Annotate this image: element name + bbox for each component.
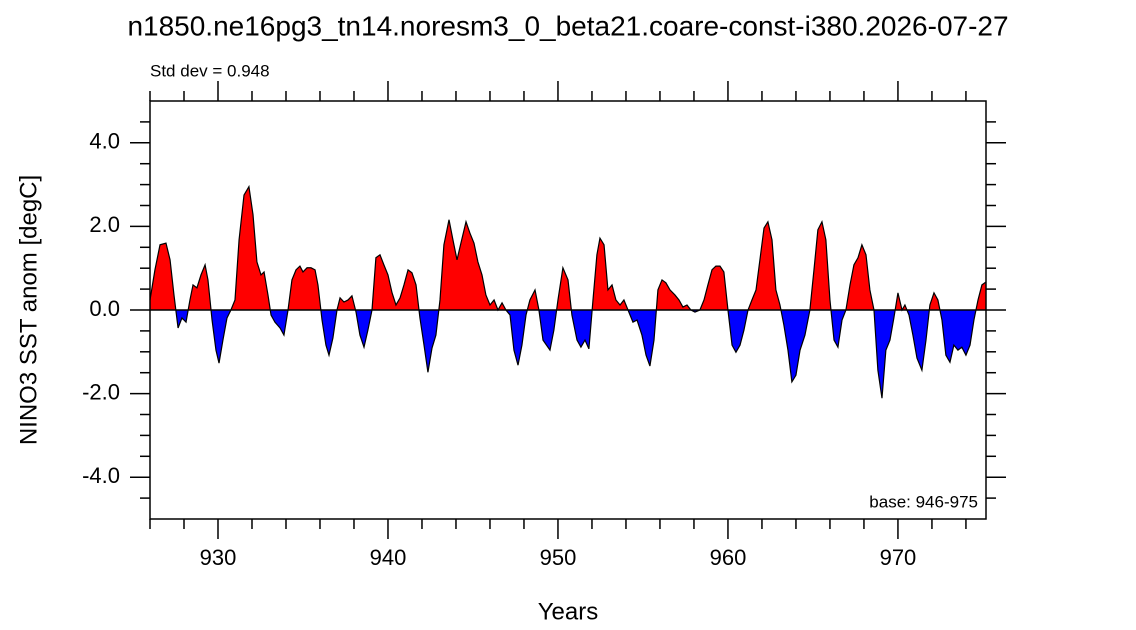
x-tick-label: 930 (200, 545, 237, 570)
y-tick-label: 2.0 (89, 212, 120, 237)
y-tick-label: 4.0 (89, 129, 120, 154)
x-tick-label: 970 (880, 545, 917, 570)
annotation: base: 946-975 (869, 492, 978, 511)
chart-title: n1850.ne16pg3_tn14.noresm3_0_beta21.coar… (127, 10, 1008, 41)
x-tick-label: 960 (710, 545, 747, 570)
x-tick-label: 950 (540, 545, 577, 570)
x-tick-label: 940 (370, 545, 407, 570)
subtitle: Std dev = 0.948 (150, 61, 270, 80)
series-line (149, 184, 987, 399)
y-tick-label: -2.0 (82, 379, 120, 404)
y-tick-label: 0.0 (89, 296, 120, 321)
x-axis-label: Years (538, 598, 599, 625)
positive-area (150, 186, 986, 310)
y-axis-label: NINO3 SST anom [degC] (15, 175, 42, 445)
y-tick-label: -4.0 (82, 463, 120, 488)
